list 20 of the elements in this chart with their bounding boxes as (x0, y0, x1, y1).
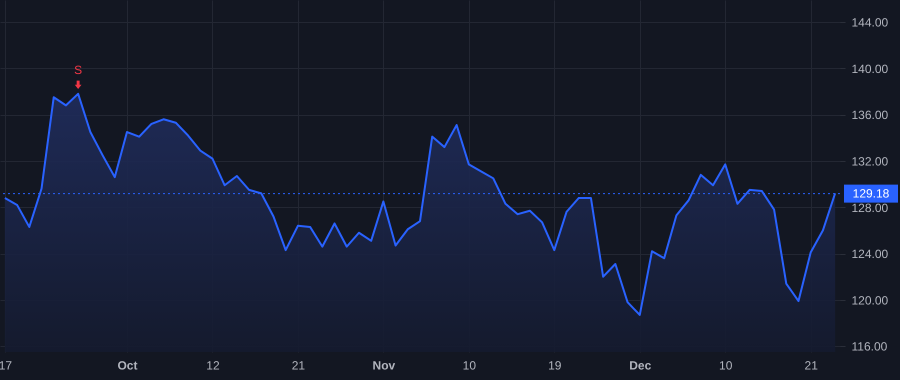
annotation: S (74, 62, 82, 77)
x-tick-label: 12 (206, 358, 220, 372)
x-tick-label: Oct (117, 358, 138, 372)
y-tick-label: 136.00 (852, 108, 889, 122)
ref-line-label: 129.18 (852, 186, 890, 201)
x-tick-label: 19 (548, 358, 562, 372)
x-tick-label: 21 (804, 358, 818, 372)
y-tick-label: 120.00 (852, 293, 889, 308)
x-tick-label: 17 (0, 358, 12, 372)
x-tick-label: Dec (629, 358, 652, 372)
y-tick-label: 132.00 (852, 154, 889, 168)
x-tick-label: 10 (719, 358, 733, 372)
x-tick-label: 21 (292, 358, 306, 372)
y-tick-label: 124.00 (852, 247, 889, 262)
x-tick-label: Nov (372, 358, 396, 372)
y-tick-label: 128.00 (852, 200, 889, 215)
y-tick-label: 140.00 (852, 62, 889, 76)
y-tick-label: 116.00 (852, 340, 888, 354)
x-tick-label: 10 (462, 358, 476, 372)
y-tick-label: 144.00 (852, 16, 889, 30)
